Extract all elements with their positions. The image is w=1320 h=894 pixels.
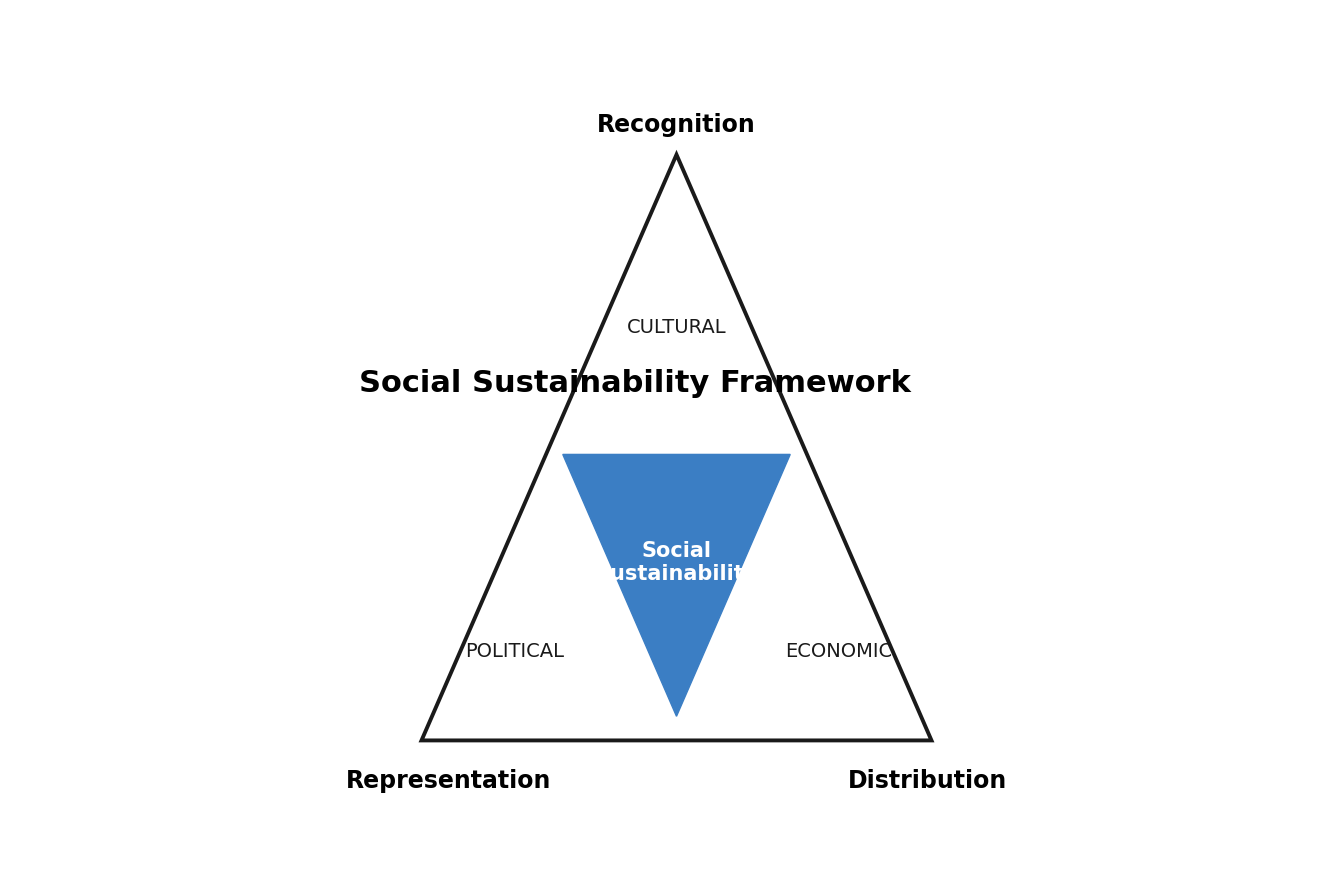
Text: Distribution: Distribution: [847, 769, 1007, 792]
Polygon shape: [421, 156, 932, 740]
Text: Representation: Representation: [346, 769, 550, 792]
Text: CULTURAL: CULTURAL: [627, 318, 726, 337]
Text: Social Sustainability Framework: Social Sustainability Framework: [359, 368, 911, 397]
Text: Social
Sustainability: Social Sustainability: [595, 540, 758, 583]
Text: ECONOMIC: ECONOMIC: [785, 642, 892, 661]
Text: Recognition: Recognition: [597, 113, 756, 137]
Text: POLITICAL: POLITICAL: [465, 642, 564, 661]
Polygon shape: [562, 455, 791, 716]
